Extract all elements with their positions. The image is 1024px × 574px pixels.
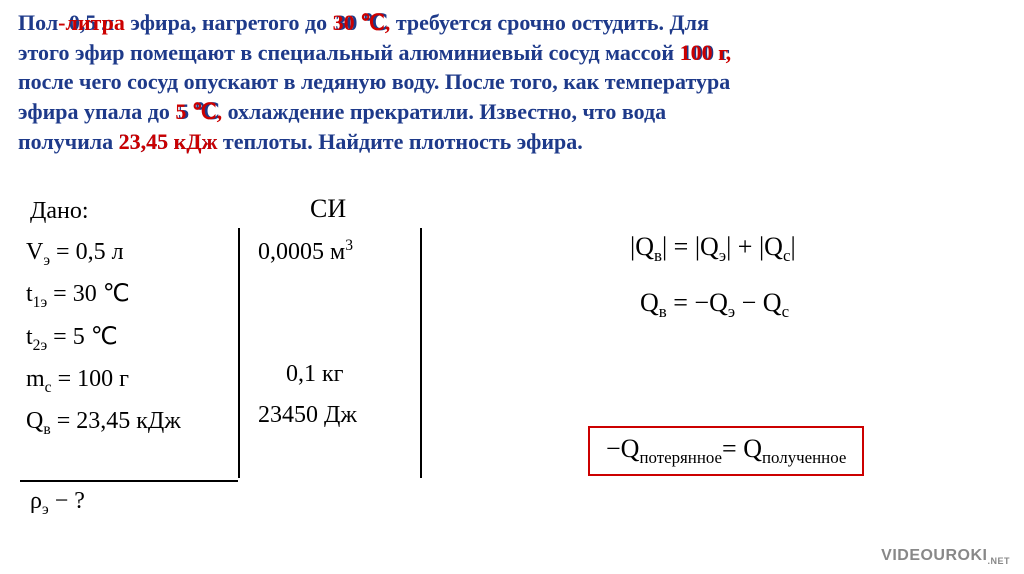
divider-vertical-2 [420,228,422,478]
watermark-suffix: .NET [987,556,1010,566]
equation-boxed: −Qпотерянное= Qполученное [588,426,864,476]
equation-2: Qв = −Qэ − Qс [640,288,789,322]
watermark-text: VIDEOUROKI [881,547,987,564]
given-row: Qв = 23,45 кДж [26,401,181,443]
problem-line-1: Пол0,5 л-литра эфира, нагретого до 30 ℃3… [18,8,1000,38]
si-label: СИ [310,194,346,224]
problem-line-4: эфира упала до 5 ℃5 ℃, охлаждение прекра… [18,97,1000,127]
given-column: Vэ = 0,5 л t1э = 30 ℃ t2э = 5 ℃ mс = 100… [26,232,181,443]
si-row: 0,1 кг [258,354,357,395]
si-row: 0,0005 м3 [258,232,357,273]
divider-vertical-1 [238,228,240,478]
divider-horizontal [20,480,238,482]
si-column: 0,0005 м3 0,1 кг 23450 Дж [258,232,357,436]
si-row: 23450 Дж [258,395,357,436]
given-row: t1э = 30 ℃ [26,274,181,316]
problem-statement: Пол0,5 л-литра эфира, нагретого до 30 ℃3… [18,8,1000,156]
given-row: t2э = 5 ℃ [26,317,181,359]
problem-line-2: этого эфир помещают в специальный алюмин… [18,38,1000,68]
given-row: mс = 100 г [26,359,181,401]
given-label: Дано: [30,198,89,225]
given-row: Vэ = 0,5 л [26,232,181,274]
watermark: VIDEOUROKI.NET [881,547,1010,566]
si-row [258,314,357,355]
unknown-quantity: ρэ − ? [30,488,85,519]
si-row [258,273,357,314]
equation-1: |Qв| = |Qэ| + |Qс| [630,232,796,266]
problem-line-3: после чего сосуд опускают в ледяную воду… [18,67,1000,97]
problem-line-5: получила 23,45 кДж23,45 кДж теплоты. Най… [18,127,1000,157]
